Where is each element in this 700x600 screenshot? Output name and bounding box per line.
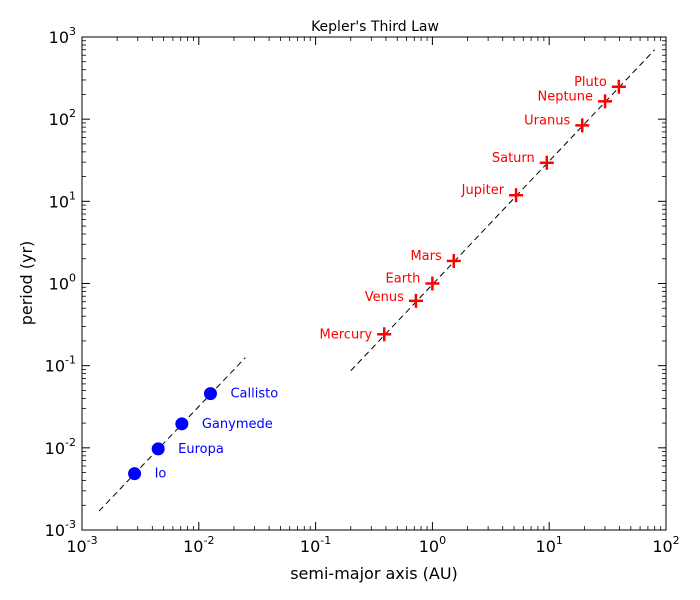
- x-axis-label: semi-major axis (AU): [290, 564, 458, 583]
- label-earth: Earth: [386, 272, 421, 287]
- series-layer: [128, 79, 626, 481]
- fit-line-0: [350, 49, 656, 372]
- label-io: Io: [155, 467, 167, 482]
- label-saturn: Saturn: [492, 151, 535, 166]
- point-pluto: [611, 79, 626, 94]
- label-venus: Venus: [365, 290, 404, 305]
- y-tick-label: 10-2: [45, 436, 76, 458]
- point-mercury: [377, 327, 392, 342]
- fit-lines: [98, 49, 656, 512]
- plot-frame: [81, 36, 667, 531]
- label-europa: Europa: [178, 442, 224, 457]
- axis-tick-labels: 10-3 10-2 10-1 100 101 102 10-3 10-2 10-1 100 101 1…: [45, 25, 680, 556]
- x-tick-label: 10-3: [66, 534, 97, 556]
- point-mars: [446, 253, 461, 268]
- label-callisto: Callisto: [230, 387, 278, 402]
- y-tick-label: 10-1: [45, 354, 76, 376]
- point-uranus: [575, 118, 590, 133]
- label-uranus: Uranus: [524, 113, 570, 128]
- point-jupiter: [509, 188, 524, 203]
- x-tick-label: 10-1: [300, 534, 331, 556]
- point-europa: [151, 442, 165, 456]
- y-tick-label: 103: [49, 25, 76, 47]
- point-ganymede: [175, 417, 189, 431]
- point-venus: [408, 293, 423, 308]
- point-io: [128, 467, 142, 481]
- fit-line-1: [98, 357, 246, 512]
- label-mars: Mars: [410, 249, 442, 264]
- point-saturn: [539, 155, 554, 170]
- label-pluto: Pluto: [574, 75, 607, 90]
- y-axis-label: period (yr): [17, 241, 36, 326]
- x-tick-label: 101: [536, 534, 563, 556]
- point-callisto: [203, 387, 217, 401]
- label-mercury: Mercury: [320, 327, 373, 342]
- label-jupiter: Jupiter: [461, 183, 505, 198]
- y-tick-label: 10-3: [45, 518, 76, 540]
- y-tick-label: 100: [49, 272, 76, 294]
- y-tick-label: 102: [49, 107, 76, 129]
- x-tick-label: 100: [419, 534, 446, 556]
- point-earth: [425, 276, 440, 291]
- label-neptune: Neptune: [537, 89, 593, 104]
- point-labels: Mercury Venus Earth Mars Jupiter Saturn Uranus…: [155, 75, 607, 482]
- chart-title: Kepler's Third Law: [311, 19, 439, 35]
- axis-ticks: [81, 36, 667, 531]
- y-tick-label: 101: [49, 189, 76, 211]
- x-tick-label: 102: [652, 534, 679, 556]
- x-tick-label: 10-2: [183, 534, 214, 556]
- label-ganymede: Ganymede: [202, 417, 273, 432]
- point-neptune: [598, 94, 613, 109]
